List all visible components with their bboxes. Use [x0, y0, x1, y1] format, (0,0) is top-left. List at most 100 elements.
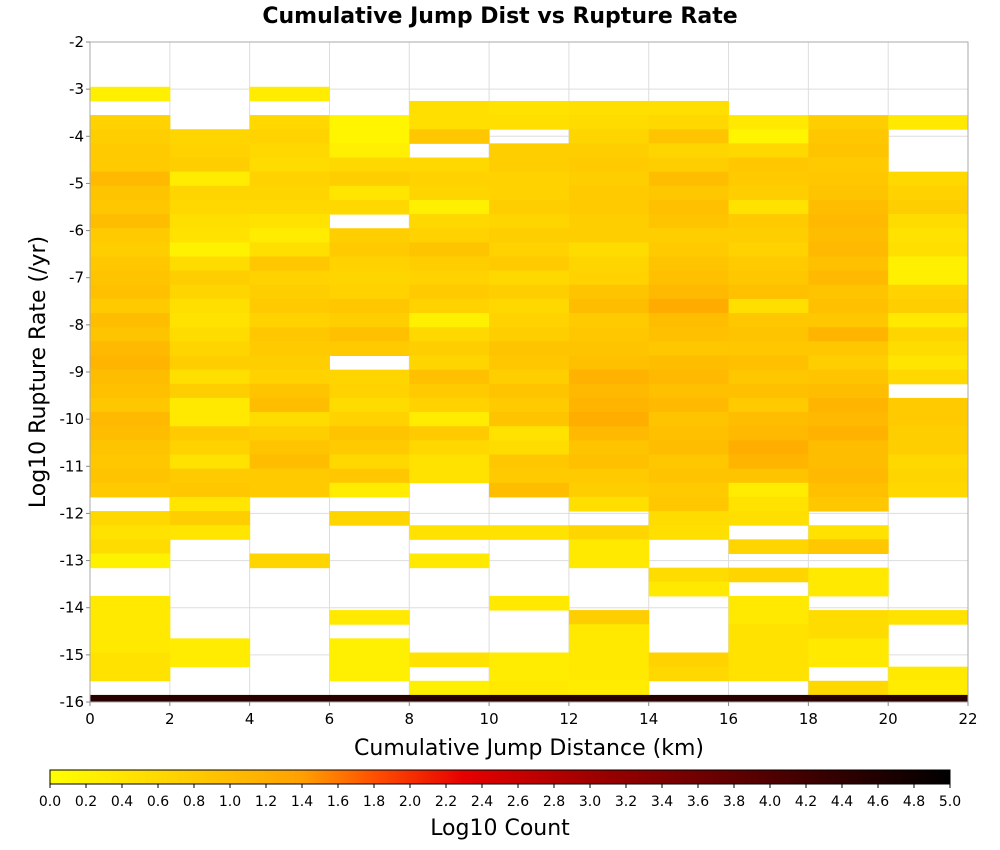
heatmap-cell: [249, 383, 330, 399]
heatmap-cell: [568, 157, 650, 173]
x-tick-label: 18: [799, 710, 818, 728]
heatmap-cell: [728, 143, 809, 158]
heatmap-cell: [648, 115, 730, 130]
heatmap-cell: [489, 482, 570, 498]
heatmap-cell: [489, 270, 570, 286]
heatmap-cell: [568, 652, 650, 668]
heatmap-cell: [169, 511, 251, 526]
heatmap-cell: [329, 242, 410, 257]
heatmap-cell: [648, 313, 730, 328]
heatmap-cell: [169, 313, 251, 328]
heatmap-cell: [568, 680, 650, 696]
heatmap-cell: [728, 397, 809, 413]
heatmap-cell: [728, 228, 809, 243]
heatmap-cell: [728, 595, 809, 611]
heatmap-cell: [648, 482, 730, 498]
heatmap-cell: [169, 383, 251, 399]
colorbar-tick-label: 0.4: [111, 794, 133, 810]
heatmap-cell: [808, 454, 889, 470]
heatmap-cell: [648, 567, 730, 583]
colorbar-tick-label: 0.6: [147, 794, 169, 810]
heatmap-cell: [808, 199, 889, 215]
colorbar-tick-label: 5.0: [939, 794, 961, 810]
heatmap-cell: [808, 313, 889, 328]
colorbar-tick-label: 1.4: [291, 794, 313, 810]
heatmap-cell: [808, 383, 889, 399]
heatmap-cell: [568, 341, 650, 356]
y-tick-label: -12: [60, 504, 85, 522]
heatmap-cell: [329, 666, 410, 682]
heatmap-cell: [489, 100, 570, 116]
heatmap-cell: [90, 171, 171, 187]
heatmap-cell: [808, 397, 889, 413]
heatmap-cell: [808, 284, 889, 300]
heatmap-cell: [489, 412, 570, 427]
heatmap-cell: [568, 298, 650, 314]
heatmap-cell: [808, 412, 889, 427]
heatmap-cell: [249, 397, 330, 413]
heatmap-cell: [90, 694, 968, 702]
colorbar: [49, 769, 951, 785]
colorbar-tick-label: 1.0: [219, 794, 241, 810]
heatmap-cell: [90, 270, 171, 286]
heatmap-cell: [489, 355, 570, 371]
heatmap-cell: [249, 412, 330, 427]
heatmap-cell: [808, 256, 889, 272]
heatmap-cell: [888, 369, 969, 385]
heatmap-cell: [728, 652, 809, 668]
x-tick-label: 2: [165, 710, 175, 728]
x-tick-label: 22: [958, 710, 977, 728]
colorbar-tick-label: 1.6: [327, 794, 349, 810]
heatmap-cell: [568, 115, 650, 130]
heatmap-cell: [568, 284, 650, 300]
colorbar-tick-label: 2.6: [507, 794, 529, 810]
heatmap-cell: [249, 369, 330, 385]
heatmap-cell: [728, 199, 809, 215]
y-tick-label: -15: [60, 646, 85, 664]
heatmap-cell: [169, 426, 251, 441]
heatmap-cell: [808, 341, 889, 356]
heatmap-cell: [648, 397, 730, 413]
heatmap-cell: [329, 298, 410, 314]
heatmap-cell: [568, 214, 650, 229]
heatmap-cell: [489, 327, 570, 342]
heatmap-cell: [169, 298, 251, 314]
heatmap-cell: [808, 129, 889, 144]
heatmap-cell: [90, 327, 171, 342]
heatmap-cell: [568, 228, 650, 243]
heatmap-cell: [808, 581, 889, 597]
heatmap-cell: [489, 652, 570, 668]
heatmap-cell: [888, 666, 969, 682]
heatmap-cell: [249, 171, 330, 187]
heatmap-cell: [489, 214, 570, 229]
heatmap-cell: [329, 397, 410, 413]
y-tick-label: -4: [69, 127, 84, 145]
heatmap-cell: [728, 341, 809, 356]
x-axis-label: Cumulative Jump Distance (km): [354, 736, 704, 761]
heatmap-cell: [888, 341, 969, 356]
heatmap-cell: [888, 397, 969, 413]
heatmap-cell: [169, 270, 251, 286]
y-axis-label: Log10 Rupture Rate (/yr): [26, 236, 51, 508]
heatmap-cell: [808, 228, 889, 243]
heatmap-cell: [169, 327, 251, 342]
heatmap-cell: [568, 171, 650, 187]
x-tick-label: 10: [480, 710, 499, 728]
heatmap-cell: [568, 440, 650, 455]
colorbar-tick-label: 1.8: [363, 794, 385, 810]
heatmap-cell: [489, 426, 570, 441]
heatmap-cell: [648, 284, 730, 300]
heatmap-cell: [648, 454, 730, 470]
heatmap-cell: [568, 199, 650, 215]
heatmap-cell: [648, 341, 730, 356]
heatmap-cell: [409, 397, 490, 413]
heatmap-cell: [169, 341, 251, 356]
heatmap-cell: [808, 638, 889, 653]
y-tick-label: -14: [60, 599, 85, 617]
heatmap-cell: [90, 666, 171, 682]
heatmap-cell: [249, 327, 330, 342]
colorbar-tick-label: 0.0: [39, 794, 61, 810]
heatmap-cell: [568, 327, 650, 342]
heatmap-cell: [90, 383, 171, 399]
heatmap-cell: [169, 228, 251, 243]
